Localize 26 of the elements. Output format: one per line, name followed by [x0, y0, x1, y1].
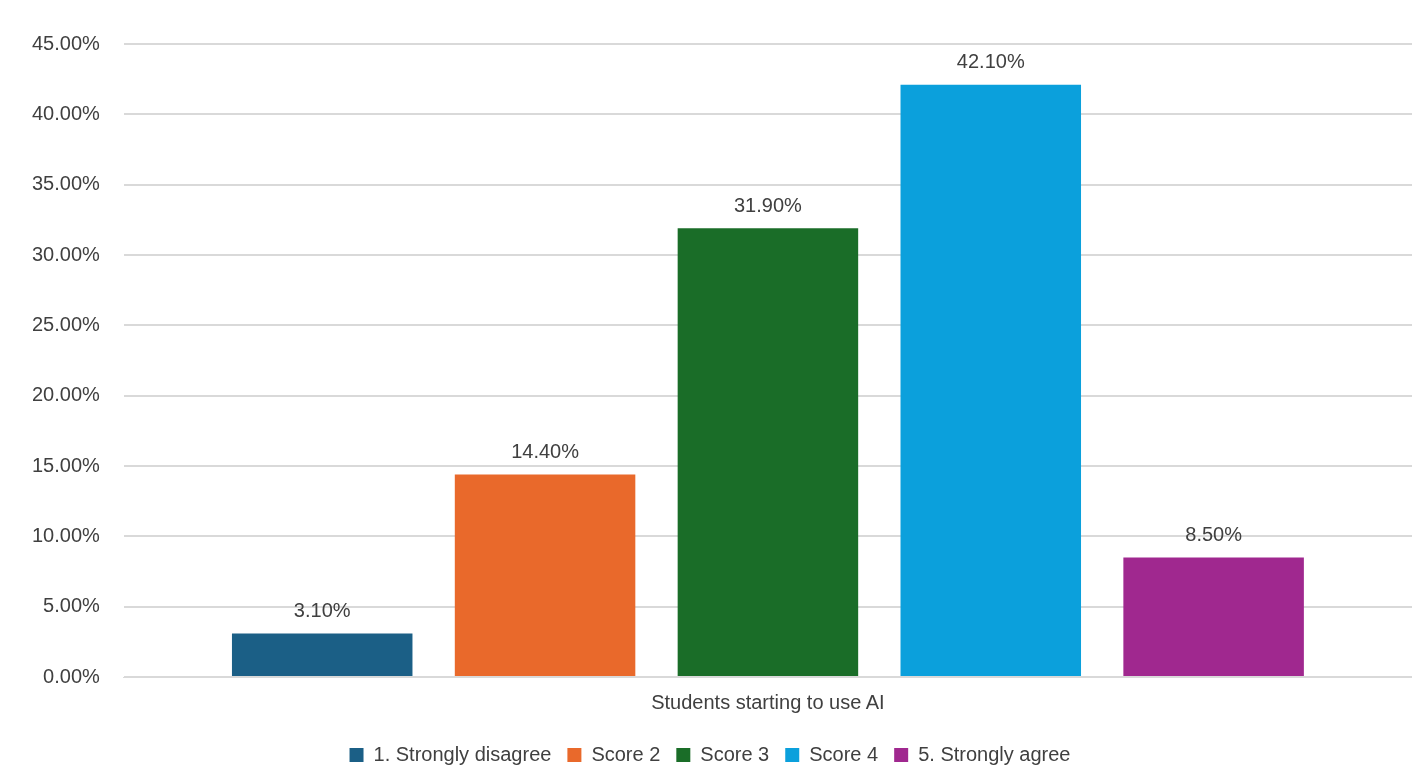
- legend-label: Score 4: [809, 742, 879, 765]
- y-tick-label: 40.00%: [31, 101, 101, 124]
- y-tick-label: 25.00%: [31, 312, 101, 335]
- y-tick-label: 15.00%: [31, 453, 101, 476]
- y-tick-label: 20.00%: [31, 383, 101, 406]
- data-label: 8.50%: [1185, 522, 1243, 545]
- bar: [231, 633, 413, 676]
- legend-label: 5. Strongly agree: [918, 742, 1071, 765]
- legend-label: 1. Strongly disagree: [373, 742, 552, 765]
- data-label: 31.90%: [733, 193, 803, 216]
- legend-label: Score 2: [591, 742, 661, 765]
- y-tick-label: 5.00%: [43, 594, 101, 617]
- bar: [1123, 557, 1304, 676]
- data-label: 3.10%: [293, 598, 351, 621]
- data-label: 14.40%: [511, 439, 580, 462]
- x-tick-label: Students starting to use AI: [651, 690, 885, 713]
- y-tick-label: 45.00%: [31, 31, 101, 54]
- bar: [900, 84, 1082, 676]
- legend-label: Score 3: [700, 742, 770, 765]
- y-tick-label: 0.00%: [43, 664, 101, 687]
- y-tick-label: 10.00%: [31, 523, 101, 546]
- data-label: 42.10%: [956, 50, 1025, 73]
- bar: [677, 228, 859, 676]
- bar: [454, 474, 636, 676]
- y-tick-label: 35.00%: [31, 172, 101, 195]
- y-tick-label: 30.00%: [31, 242, 101, 265]
